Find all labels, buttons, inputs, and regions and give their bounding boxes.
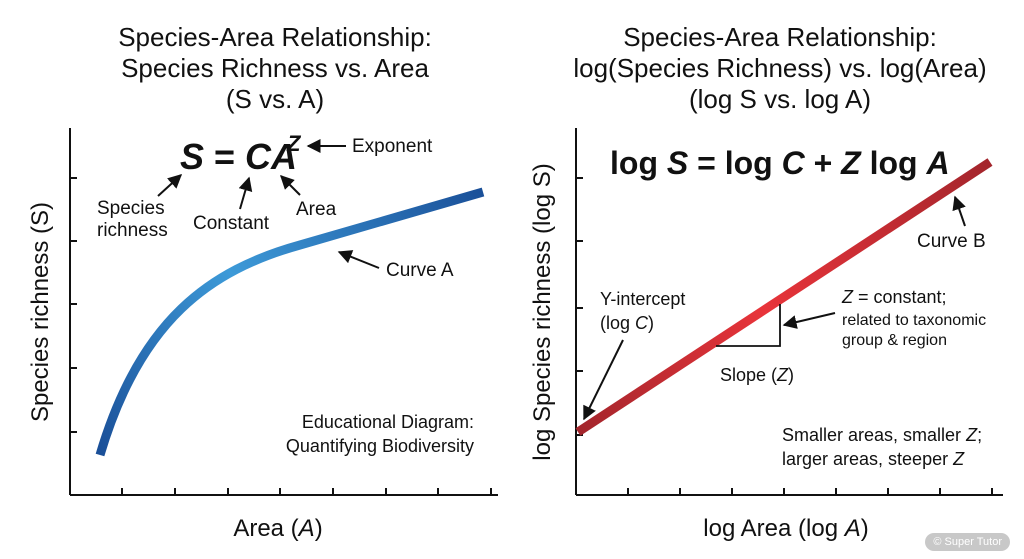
area-label: Area: [296, 199, 337, 220]
left-axes: [69, 128, 498, 496]
species-label-line1: Species: [97, 198, 165, 219]
curve-b-label: Curve B: [917, 231, 986, 252]
curve-b-line: [575, 158, 993, 436]
left-panel-title: Species-Area Relationship: Species Richn…: [40, 22, 510, 115]
area-arrow: [280, 175, 301, 196]
curve-a-label: Curve A: [386, 260, 454, 281]
y-intercept-arrow: [583, 339, 624, 421]
left-y-ticks: [70, 177, 77, 433]
left-title-line-1: Species-Area Relationship:: [118, 22, 432, 52]
right-title-line-3: (log S vs. log A): [688, 84, 872, 114]
left-note-line1: Educational Diagram:: [302, 412, 474, 432]
power-law-equation: S = CA: [180, 136, 297, 177]
right-x-label: log Area (log A): [703, 515, 868, 542]
right-axes: [575, 128, 1003, 496]
log-equation: log S = log C + Z log A: [610, 145, 950, 181]
exponent-z: Z: [286, 131, 302, 156]
left-y-label: Species richness (S): [27, 202, 54, 422]
right-note-line2: larger areas, steeper Z: [782, 449, 965, 469]
curve-a-arrow: [337, 250, 380, 269]
slope-triangle: [716, 304, 781, 347]
exponent-label: Exponent: [352, 136, 433, 157]
right-y-label: log Species richness (log S): [529, 163, 556, 460]
left-title-line-2: Species Richness vs. Area: [121, 53, 429, 83]
constant-label: Constant: [193, 213, 270, 234]
right-title-line-1: Species-Area Relationship:: [623, 22, 937, 52]
curve-a: [95, 187, 485, 457]
right-panel-title: Species-Area Relationship: log(Species R…: [540, 22, 1020, 115]
z-constant-line1: Z = constant;: [841, 287, 947, 307]
z-constant-line2: related to taxonomic: [842, 312, 986, 329]
left-x-ticks: [121, 488, 492, 495]
y-intercept-line1: Y-intercept: [600, 289, 685, 309]
left-x-label: Area (A): [233, 515, 322, 542]
right-y-ticks: [576, 177, 583, 436]
constant-arrow: [238, 176, 253, 210]
y-intercept-line2: (log C): [600, 313, 654, 333]
slope-label: Slope (Z): [720, 365, 794, 385]
right-title-line-2: log(Species Richness) vs. log(Area): [573, 53, 987, 83]
curve-b-arrow: [952, 195, 966, 227]
species-arrow: [157, 174, 183, 197]
left-title-line-3: (S vs. A): [225, 84, 325, 114]
z-constant-arrow: [782, 312, 836, 329]
z-constant-line3: group & region: [842, 332, 947, 349]
watermark: © Super Tutor: [925, 533, 1010, 551]
right-note-line1: Smaller areas, smaller Z;: [782, 425, 982, 445]
left-note-line2: Quantifying Biodiversity: [286, 436, 474, 456]
right-x-ticks: [627, 488, 993, 495]
species-label-line2: richness: [97, 220, 168, 241]
